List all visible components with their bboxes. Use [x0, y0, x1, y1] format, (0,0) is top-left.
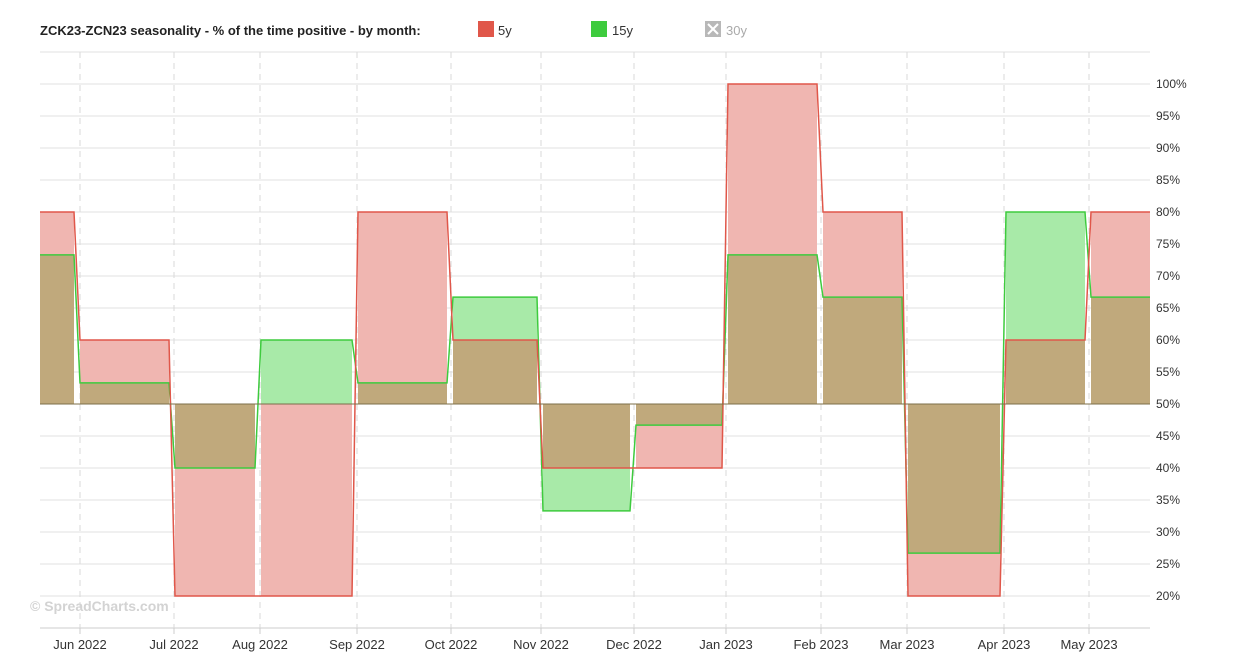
- x-tick-label: Jun 2022: [53, 637, 107, 652]
- area-overlap: [453, 340, 537, 404]
- y-tick-label: 80%: [1156, 205, 1180, 219]
- x-tick-label: Jan 2023: [699, 637, 753, 652]
- area-overlap: [728, 254, 817, 404]
- area-overlap: [40, 254, 74, 404]
- area-15y: [261, 340, 352, 404]
- y-tick-label: 70%: [1156, 269, 1180, 283]
- legend-item-15y[interactable]: 15y: [591, 21, 633, 38]
- area-overlap: [1006, 340, 1085, 404]
- legend-swatch-30y-disabled-icon: [705, 21, 721, 37]
- y-tick-label: 60%: [1156, 333, 1180, 347]
- area-overlap: [175, 404, 255, 468]
- y-tick-label: 30%: [1156, 525, 1180, 539]
- x-tick-label: Aug 2022: [232, 637, 288, 652]
- chart-title: ZCK23-ZCN23 seasonality - % of the time …: [40, 23, 421, 38]
- legend-swatch-15y: [591, 21, 607, 37]
- y-tick-label: 40%: [1156, 461, 1180, 475]
- watermark: © SpreadCharts.com: [30, 598, 169, 614]
- legend-label-5y: 5y: [498, 23, 512, 38]
- area-overlap: [80, 382, 169, 404]
- y-tick-label: 35%: [1156, 493, 1180, 507]
- y-tick-label: 90%: [1156, 141, 1180, 155]
- y-tick-label: 100%: [1156, 77, 1187, 91]
- y-tick-label: 25%: [1156, 557, 1180, 571]
- area-overlap: [358, 382, 447, 404]
- area-overlap: [908, 404, 1000, 554]
- y-tick-label: 85%: [1156, 173, 1180, 187]
- line-5y: [40, 83, 1150, 597]
- x-tick-label: Sep 2022: [329, 637, 385, 652]
- x-tick-label: Nov 2022: [513, 637, 569, 652]
- x-tick-label: May 2023: [1060, 637, 1117, 652]
- legend-swatch-5y: [478, 21, 494, 37]
- y-tick-label: 95%: [1156, 109, 1180, 123]
- legend-label-15y: 15y: [612, 23, 633, 38]
- x-tick-label: Jul 2022: [149, 637, 198, 652]
- area-overlap: [543, 404, 630, 468]
- y-tick-label: 75%: [1156, 237, 1180, 251]
- x-tick-label: Dec 2022: [606, 637, 662, 652]
- legend-item-30y[interactable]: 30y: [705, 21, 747, 38]
- x-tick-label: Mar 2023: [880, 637, 935, 652]
- y-tick-label: 50%: [1156, 397, 1180, 411]
- y-tick-label: 45%: [1156, 429, 1180, 443]
- area-overlap: [1091, 297, 1150, 404]
- area-5y: [261, 404, 352, 596]
- area-5y: [358, 212, 447, 404]
- legend-label-30y: 30y: [726, 23, 747, 38]
- y-tick-label: 20%: [1156, 589, 1180, 603]
- line-15y: [40, 211, 1150, 554]
- x-tick-label: Feb 2023: [794, 637, 849, 652]
- area-overlap: [823, 297, 902, 404]
- legend-item-5y[interactable]: 5y: [478, 21, 512, 38]
- area-overlap: [636, 404, 722, 426]
- y-tick-label: 65%: [1156, 301, 1180, 315]
- x-tick-label: Oct 2022: [425, 637, 478, 652]
- y-tick-label: 55%: [1156, 365, 1180, 379]
- x-tick-label: Apr 2023: [978, 637, 1031, 652]
